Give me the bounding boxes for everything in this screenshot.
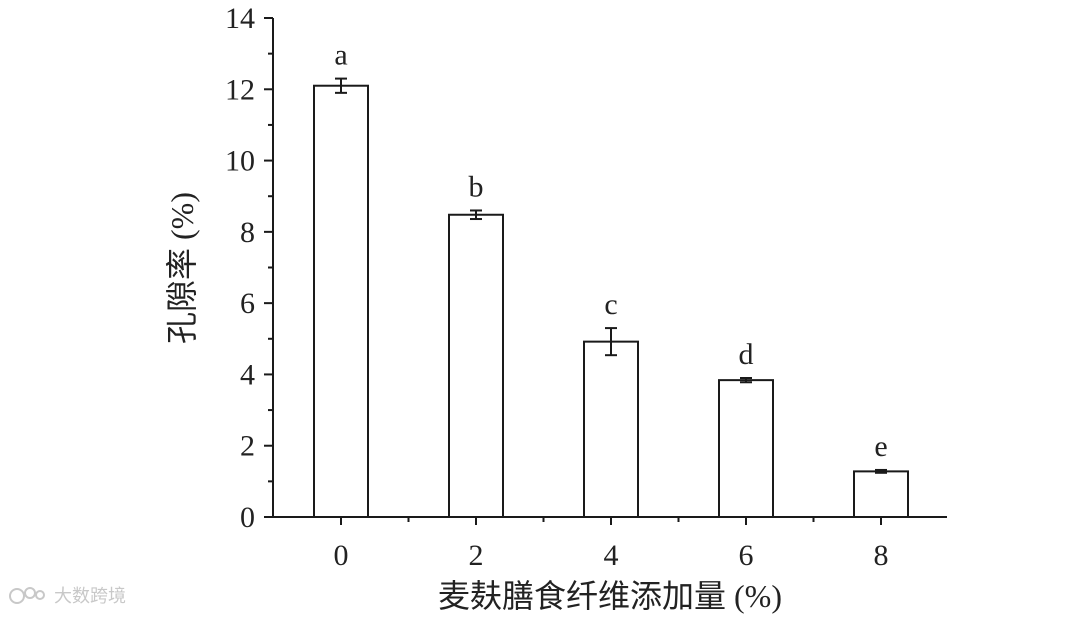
bar — [313, 84, 369, 518]
significance-label: d — [739, 338, 754, 371]
x-tick-label: 0 — [334, 539, 349, 572]
bar — [853, 470, 909, 518]
y-tick-label: 2 — [240, 430, 255, 463]
y-tick-label: 6 — [240, 287, 255, 320]
y-tick-label: 4 — [240, 358, 255, 391]
axes: 0 2 4 6 8 10 12 14 0 2 4 6 8 — [225, 2, 947, 572]
significance-label: a — [334, 39, 347, 72]
y-tick-label: 8 — [240, 216, 255, 249]
x-axis-title: 麦麸膳食纤维添加量 (%) — [438, 578, 782, 614]
y-tick-label: 10 — [225, 145, 255, 178]
x-tick-label: 2 — [469, 539, 484, 572]
y-tick-label: 14 — [225, 2, 255, 35]
significance-label: c — [604, 288, 617, 321]
watermark: 大数跨境 — [8, 582, 126, 608]
bar — [448, 213, 504, 518]
y-tick-label: 12 — [225, 73, 255, 106]
bar — [583, 340, 639, 518]
y-tick-label: 0 — [240, 501, 255, 534]
significance-label: e — [874, 430, 887, 463]
watermark-text: 大数跨境 — [54, 586, 126, 607]
watermark-logo-icon — [9, 587, 45, 604]
x-tick-label: 8 — [874, 539, 889, 572]
x-tick-label: 6 — [739, 539, 754, 572]
y-axis-title: 孔隙率 (%) — [164, 192, 200, 344]
bar — [718, 379, 774, 519]
x-tick-label: 4 — [604, 539, 619, 572]
bars: a b c d e — [313, 39, 909, 519]
significance-label: b — [469, 170, 484, 203]
